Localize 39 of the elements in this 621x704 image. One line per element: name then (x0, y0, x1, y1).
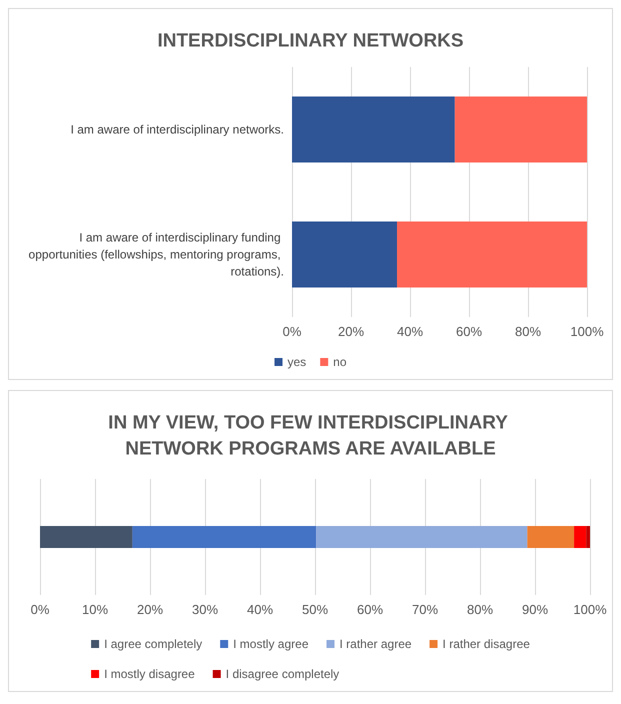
x-tick-label: 80% (514, 324, 542, 339)
x-tick-label: 90% (522, 602, 548, 617)
legend-label: I agree completely (104, 637, 202, 651)
legend-label: I mostly agree (233, 637, 309, 651)
chart-title: INTERDISCIPLINARY NETWORKS (157, 30, 464, 52)
x-tick-label: 60% (356, 602, 384, 617)
x-tick-label: 0% (30, 602, 50, 617)
chart-title: IN MY VIEW, TOO FEW INTERDISCIPLINARY NETWORK PROGRAMS ARE AVAILABLE (108, 412, 513, 460)
bar (316, 526, 528, 548)
x-tick-label: 40% (396, 324, 424, 339)
legend-label: I rather disagree (442, 637, 530, 651)
bar (40, 526, 132, 548)
x-tick-label: 30% (192, 602, 218, 617)
bar (574, 526, 586, 548)
x-tick-label: 20% (338, 324, 364, 339)
bar (586, 526, 590, 548)
bar (527, 526, 574, 548)
legend-label: yes (287, 355, 306, 369)
y-tick-label: I am aware of interdisciplinary funding opportunities (fellowships, mentoring programs, rotations). (28, 230, 284, 278)
x-tick-label: 10% (82, 602, 108, 617)
x-tick-label: 50% (302, 602, 328, 617)
x-tick-label: 100% (570, 324, 604, 339)
bar (454, 96, 587, 162)
x-tick-label: 20% (136, 602, 164, 617)
legend-label: I disagree completely (226, 667, 340, 681)
bar (132, 526, 316, 548)
bar (397, 222, 587, 288)
x-tick-label: 70% (412, 602, 438, 617)
bar (292, 96, 455, 162)
x-tick-label: 60% (456, 324, 482, 339)
y-tick-label: I am aware of interdisciplinary networks. (70, 122, 284, 136)
x-tick-label: 0% (282, 324, 302, 339)
x-tick-label: 100% (573, 602, 608, 617)
x-tick-label: 40% (246, 602, 274, 617)
legend-label: I mostly disagree (104, 667, 196, 681)
x-tick-label: 80% (466, 602, 494, 617)
legend-label: no (333, 355, 347, 369)
legend-label: I rather agree (339, 637, 412, 651)
bar (292, 222, 398, 288)
